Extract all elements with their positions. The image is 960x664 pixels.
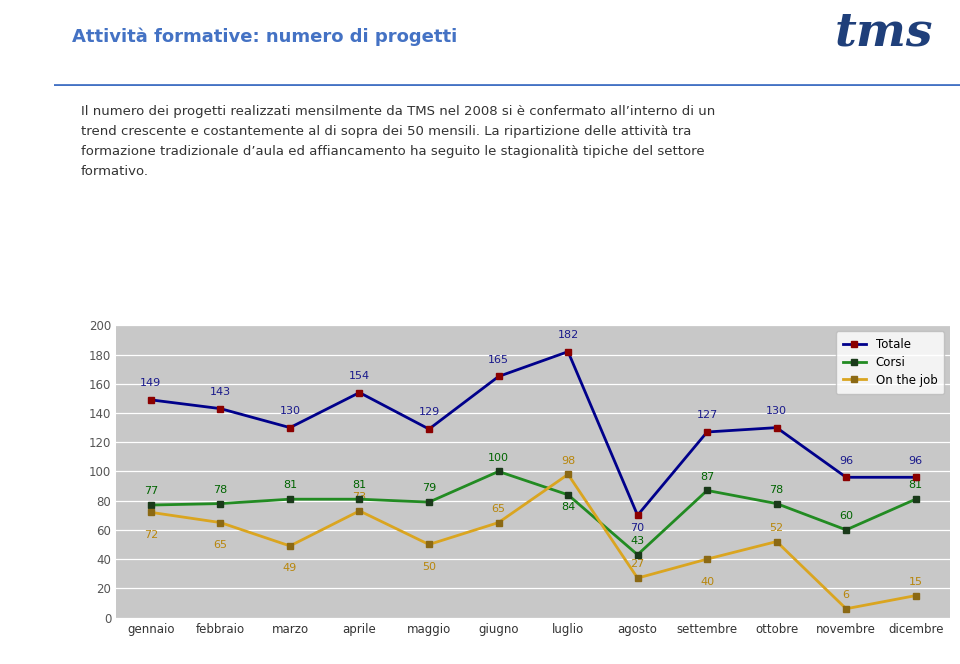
Text: 43: 43 bbox=[631, 536, 644, 546]
Text: 49: 49 bbox=[283, 564, 297, 574]
Text: tms: tms bbox=[834, 10, 933, 56]
Text: 77: 77 bbox=[144, 486, 158, 496]
Legend: Totale, Corsi, On the job: Totale, Corsi, On the job bbox=[835, 331, 945, 394]
Text: 182: 182 bbox=[558, 330, 579, 340]
Text: 73: 73 bbox=[352, 492, 367, 502]
Text: 87: 87 bbox=[700, 471, 714, 481]
Text: 96: 96 bbox=[839, 456, 853, 465]
Text: 78: 78 bbox=[770, 485, 783, 495]
Text: 130: 130 bbox=[766, 406, 787, 416]
Text: 79: 79 bbox=[421, 483, 436, 493]
Text: 15: 15 bbox=[908, 577, 923, 587]
Text: 129: 129 bbox=[419, 408, 440, 418]
Text: Training Management Services: Training Management Services bbox=[20, 236, 34, 428]
Text: 65: 65 bbox=[492, 504, 506, 514]
Text: 127: 127 bbox=[696, 410, 718, 420]
Text: Attività formative: numero di progetti: Attività formative: numero di progetti bbox=[72, 27, 457, 46]
Text: Il numero dei progetti realizzati mensilmente da TMS nel 2008 si è confermato al: Il numero dei progetti realizzati mensil… bbox=[81, 105, 715, 178]
Text: 52: 52 bbox=[770, 523, 783, 533]
Text: 100: 100 bbox=[488, 453, 509, 463]
Text: 60: 60 bbox=[839, 511, 853, 521]
Text: 98: 98 bbox=[561, 456, 575, 465]
Text: 6: 6 bbox=[843, 590, 850, 600]
Text: 65: 65 bbox=[213, 540, 228, 550]
Text: 81: 81 bbox=[352, 481, 367, 491]
Text: 130: 130 bbox=[279, 406, 300, 416]
Text: 81: 81 bbox=[908, 481, 923, 491]
Text: 96: 96 bbox=[908, 456, 923, 465]
Text: 27: 27 bbox=[631, 559, 645, 569]
Text: 81: 81 bbox=[283, 481, 297, 491]
Text: 70: 70 bbox=[631, 523, 644, 533]
Text: 143: 143 bbox=[210, 387, 231, 397]
Text: 149: 149 bbox=[140, 378, 161, 388]
Text: 154: 154 bbox=[348, 371, 370, 381]
Text: 50: 50 bbox=[422, 562, 436, 572]
Text: 165: 165 bbox=[488, 355, 509, 365]
Text: 84: 84 bbox=[561, 503, 575, 513]
Text: 72: 72 bbox=[144, 530, 158, 540]
Text: 78: 78 bbox=[213, 485, 228, 495]
Text: 40: 40 bbox=[700, 576, 714, 586]
